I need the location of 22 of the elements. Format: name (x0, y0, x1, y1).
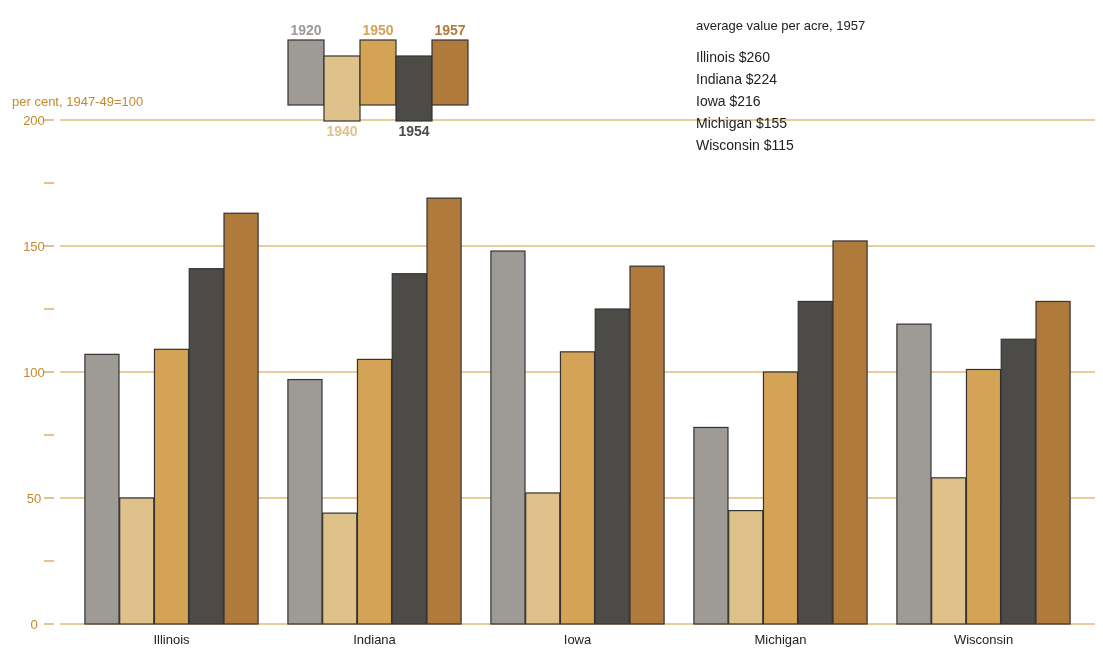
x-tick-label: Michigan (754, 632, 807, 647)
x-tick-label: Illinois (153, 632, 191, 647)
text: 1950 (362, 22, 394, 38)
text: 1957 (434, 22, 466, 38)
y-tick-label: 200 (23, 112, 45, 128)
x-tick-label: Indiana (353, 632, 397, 647)
y-tick-label: 0 (30, 616, 38, 632)
annotation: Michigan $155 (696, 115, 788, 131)
y-tick-label: 50 (26, 490, 42, 506)
x-tick-label: Wisconsin (953, 632, 1014, 647)
y-tick-label: 150 (23, 238, 45, 254)
y-axis-title: per cent, 1947-49=100 (12, 94, 144, 109)
annotation: Wisconsin $115 (696, 137, 794, 153)
text: 1940 (326, 123, 358, 139)
x-tick-label: Iowa (563, 632, 592, 647)
text: Iowa $216 (696, 93, 761, 109)
text: 1920 (290, 22, 322, 38)
text: average value per acre, 1957 (696, 18, 866, 33)
text: 1954 (398, 123, 430, 139)
text: Illinois $260 (696, 49, 771, 65)
text: Indiana $224 (696, 71, 778, 87)
y-tick-label: 100 (23, 364, 45, 380)
